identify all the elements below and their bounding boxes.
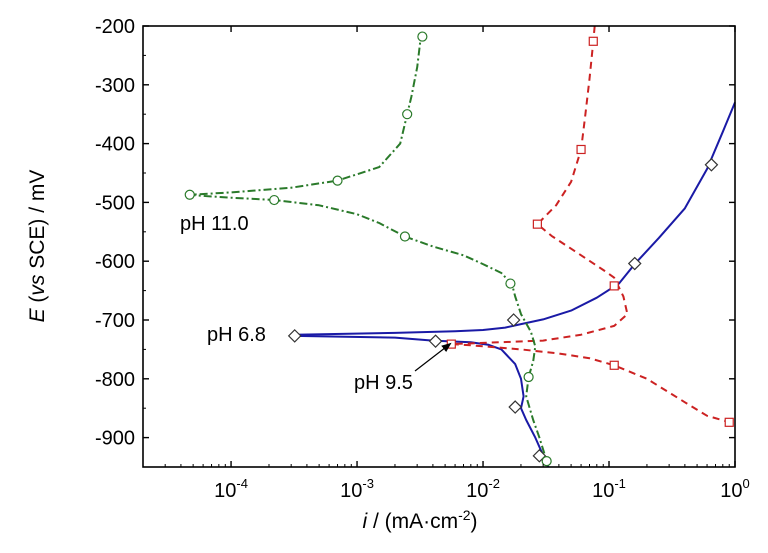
data-point-square [724, 417, 734, 427]
y-tick-label: -900 [95, 428, 135, 450]
data-point-circle [523, 371, 534, 383]
series-line [450, 25, 733, 424]
x-tick-label: 10-3 [340, 476, 374, 502]
y-tick-label: -400 [95, 134, 135, 156]
x-tick-exp: -2 [488, 476, 500, 491]
data-point-square [609, 360, 619, 370]
data-point-diamond [508, 400, 523, 414]
label-ph-11: pH 11.0 [180, 213, 249, 235]
data-point-diamond [506, 313, 521, 327]
data-point-circle [505, 278, 516, 289]
data-point-circle [417, 31, 428, 42]
x-tick-exp: -3 [362, 476, 374, 491]
data-point-diamond [287, 329, 302, 343]
data-point-circle [184, 189, 195, 200]
y-tick-label: -200 [95, 16, 135, 38]
series-ph-11-0 [184, 31, 552, 467]
x-tick-exp: -4 [236, 476, 248, 491]
data-point-diamond [704, 157, 719, 172]
label-ph-9-5: pH 9.5 [354, 372, 413, 394]
y-axis-title-open: ( [26, 296, 49, 309]
y-axis-title-vs: vs [26, 274, 49, 296]
data-point-square [532, 219, 542, 229]
data-point-circle [332, 175, 343, 186]
y-tick-label: -800 [95, 369, 135, 391]
plot-frame [142, 25, 736, 468]
series-layer [184, 25, 736, 468]
series-line [188, 31, 548, 462]
data-point-circle [402, 109, 413, 120]
data-point-square [609, 281, 619, 291]
y-axis-title-var: E [26, 307, 49, 322]
data-point-diamond [428, 334, 443, 349]
data-point-square [446, 339, 456, 349]
x-tick-base: 10 [466, 480, 488, 502]
series-ph-9-5 [446, 25, 734, 427]
x-axis-title: i / (mA·cm-2) [362, 507, 477, 533]
x-tick-label: 100 [720, 476, 749, 502]
y-axis-title: E (vs SCE) / mV [26, 170, 49, 323]
x-tick-base: 10 [214, 480, 236, 502]
x-tick-exp: 0 [743, 476, 750, 491]
data-point-diamond [627, 256, 642, 271]
ph-9-5-arrow [414, 342, 452, 372]
series-ph-6-8 [287, 102, 736, 468]
y-axis-title-rest: SCE) / mV [26, 170, 49, 275]
x-axis-title-rest: / (mA·cm [367, 510, 458, 533]
series-line [294, 334, 550, 468]
y-tick-label: -700 [95, 310, 135, 332]
x-axis-title-exp: -2 [458, 507, 471, 523]
data-point-circle [399, 231, 411, 242]
data-point-circle [541, 456, 552, 467]
data-point-circle [269, 194, 280, 206]
y-tick-label: -300 [95, 75, 135, 97]
x-axis-title-close: ) [471, 510, 478, 533]
x-tick-base: 10 [592, 480, 614, 502]
y-tick-label: -600 [95, 251, 135, 273]
x-tick-exp: -1 [614, 476, 626, 491]
y-tick-label: -500 [95, 192, 135, 214]
data-point-square [576, 144, 586, 155]
x-axis-title-var: i [362, 510, 368, 533]
x-tick-base: 10 [340, 480, 362, 502]
x-tick-label: 10-4 [214, 476, 248, 502]
series-line [294, 102, 736, 336]
data-point-square [588, 36, 598, 46]
x-tick-base: 10 [720, 480, 742, 502]
label-ph-6-8: pH 6.8 [207, 324, 266, 346]
x-tick-label: 10-2 [466, 476, 500, 502]
x-tick-label: 10-1 [592, 476, 626, 502]
